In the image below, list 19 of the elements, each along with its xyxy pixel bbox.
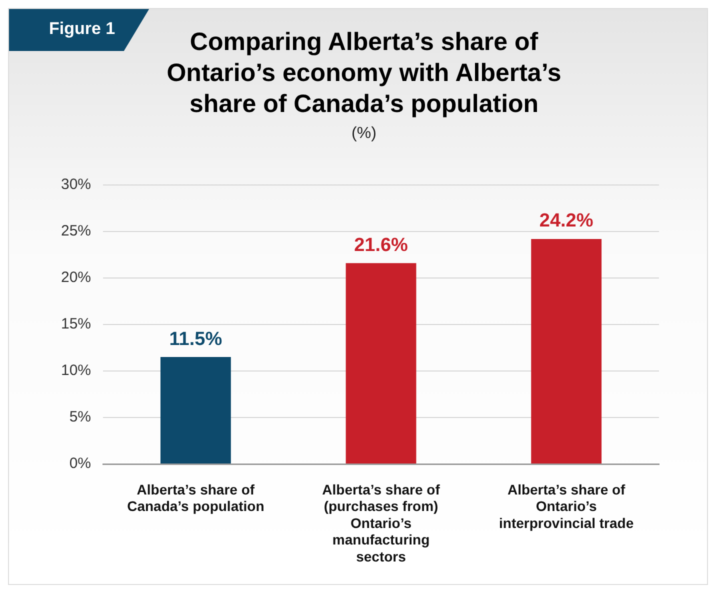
x-tick-label: Alberta’s share of (purchases from) Ontario’s manufacturing sectors (322, 481, 440, 564)
data-label: 11.5% (169, 328, 222, 350)
caption: Figure 1 (9, 9, 150, 51)
y-tick-label: 10% (60, 362, 92, 380)
y-tick-label: 0% (69, 455, 92, 472)
bar (346, 263, 416, 464)
y-tick-label: 15% (60, 316, 92, 333)
y-tick-label: 5% (69, 408, 92, 426)
y-tick-label: 30% (60, 176, 92, 194)
chart-subtitle: (%) (350, 125, 378, 143)
chart-title: Comparing Alberta’s share of Ontario’s economy with Alberta’s share of Canada’s population (166, 27, 562, 120)
y-tick-label: 25% (60, 222, 92, 240)
data-label: 21.6% (354, 234, 408, 256)
y-tick-label: 20% (60, 269, 92, 286)
bar (531, 238, 602, 464)
bar (160, 357, 231, 464)
data-label: 24.2% (539, 210, 594, 232)
x-tick-label: Alberta’s share of Canada’s population (127, 481, 264, 514)
x-tick-label: Alberta’s share of Ontario’s interprovincial trade (499, 481, 634, 531)
